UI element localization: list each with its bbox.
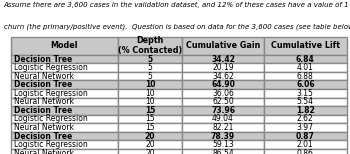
Text: churn (the primary/positive event).  Question is based on data for the 3,600 cas: churn (the primary/positive event). Ques… [4, 24, 350, 30]
Text: Assume there are 3,600 cases in the validation dataset, and 12% of these cases h: Assume there are 3,600 cases in the vali… [4, 2, 350, 8]
